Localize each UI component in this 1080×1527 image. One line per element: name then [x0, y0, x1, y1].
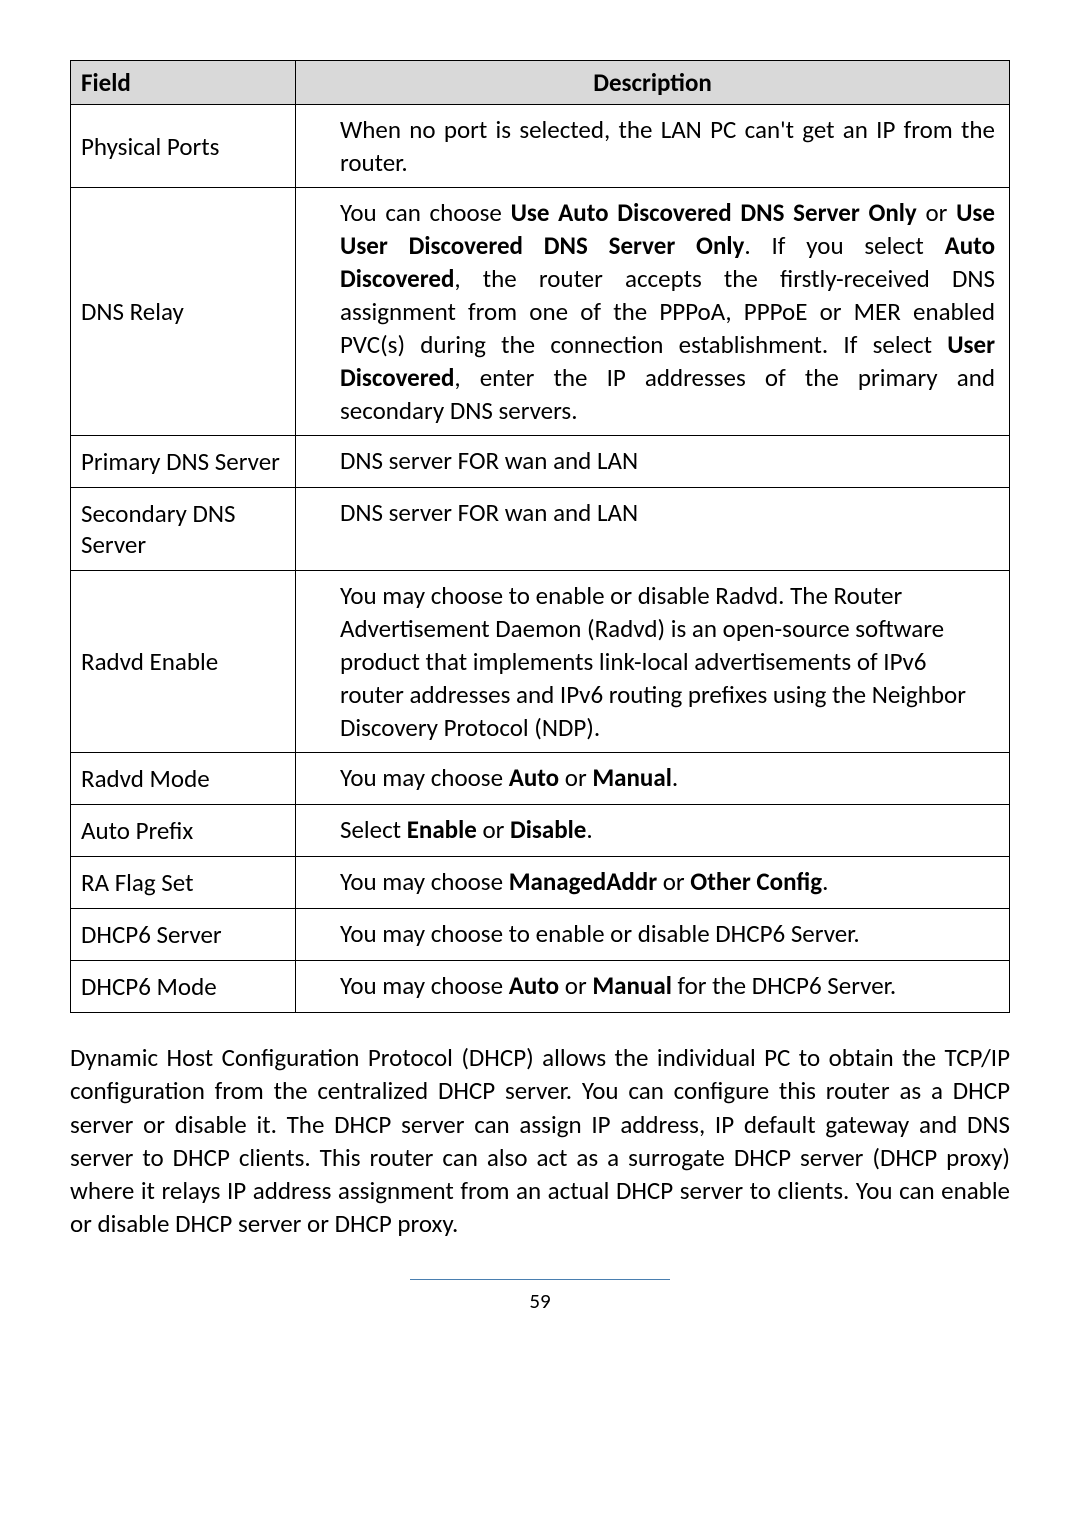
field-description: You may choose to enable or disable Radv…: [296, 571, 1010, 753]
field-label: DHCP6 Mode: [71, 961, 296, 1013]
field-description: When no port is selected, the LAN PC can…: [296, 105, 1010, 188]
table-row: DHCP6 Server You may choose to enable or…: [71, 909, 1010, 961]
field-description: You may choose ManagedAddr or Other Conf…: [296, 857, 1010, 909]
header-field: Field: [71, 61, 296, 105]
table-row: RA Flag Set You may choose ManagedAddr o…: [71, 857, 1010, 909]
field-label: Radvd Mode: [71, 753, 296, 805]
field-label: Primary DNS Server: [71, 436, 296, 488]
field-description: DNS server FOR wan and LAN: [296, 436, 1010, 488]
parameters-table: Field Description Physical Ports When no…: [70, 60, 1010, 1013]
field-description: You may choose to enable or disable DHCP…: [296, 909, 1010, 961]
field-description: You can choose Use Auto Discovered DNS S…: [296, 188, 1010, 436]
table-row: DHCP6 Mode You may choose Auto or Manual…: [71, 961, 1010, 1013]
table-row: Physical Ports When no port is selected,…: [71, 105, 1010, 188]
table-row: DNS Relay You can choose Use Auto Discov…: [71, 188, 1010, 436]
field-label: Secondary DNS Server: [71, 488, 296, 571]
page-number: 59: [410, 1279, 670, 1314]
field-label: RA Flag Set: [71, 857, 296, 909]
body-paragraph: Dynamic Host Configuration Protocol (DHC…: [70, 1041, 1010, 1241]
field-description: You may choose Auto or Manual.: [296, 753, 1010, 805]
field-label: Auto Prefix: [71, 805, 296, 857]
table-row: Radvd Enable You may choose to enable or…: [71, 571, 1010, 753]
table-row: Auto Prefix Select Enable or Disable.: [71, 805, 1010, 857]
field-label: DNS Relay: [71, 188, 296, 436]
field-description: You may choose Auto or Manual for the DH…: [296, 961, 1010, 1013]
field-description: DNS server FOR wan and LAN: [296, 488, 1010, 571]
field-label: Physical Ports: [71, 105, 296, 188]
field-label: DHCP6 Server: [71, 909, 296, 961]
table-row: Primary DNS Server DNS server FOR wan an…: [71, 436, 1010, 488]
table-row: Radvd Mode You may choose Auto or Manual…: [71, 753, 1010, 805]
header-description: Description: [296, 61, 1010, 105]
field-label: Radvd Enable: [71, 571, 296, 753]
table-row: Secondary DNS Server DNS server FOR wan …: [71, 488, 1010, 571]
field-description: Select Enable or Disable.: [296, 805, 1010, 857]
